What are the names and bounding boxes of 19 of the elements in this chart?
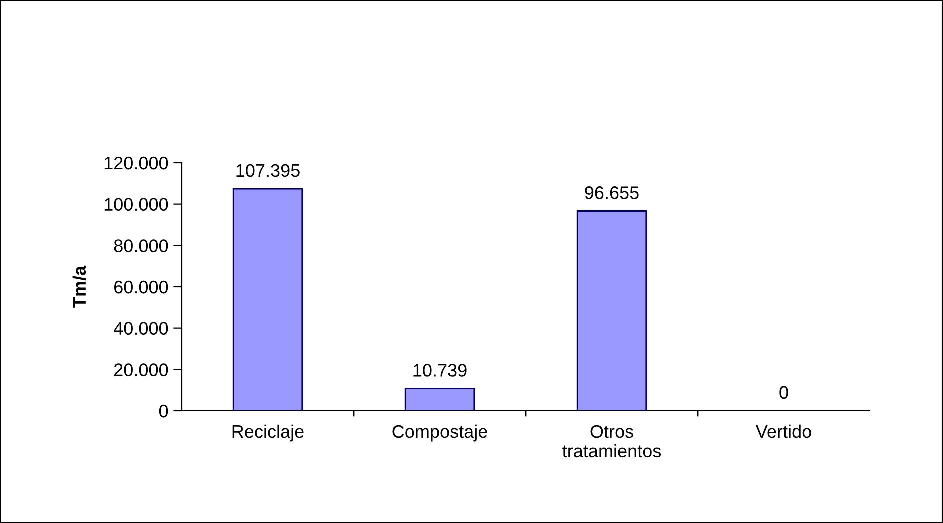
data-label: 107.395 bbox=[236, 164, 300, 178]
data-label: 96.655 bbox=[585, 186, 639, 200]
x-tick-label: Vertido bbox=[756, 424, 812, 438]
x-tick-label: Otros tratamientos bbox=[562, 425, 662, 458]
y-tick-label: 120.000 bbox=[104, 156, 168, 170]
y-tick-label: 20.000 bbox=[114, 364, 168, 376]
bar bbox=[404, 388, 476, 411]
x-tick-label: Compostaje bbox=[392, 424, 488, 442]
y-tick-label: 80.000 bbox=[114, 240, 168, 252]
y-tick-label: 0 bbox=[159, 404, 168, 418]
y-tick-label: 40.000 bbox=[114, 322, 168, 336]
y-tick-label: 60.000 bbox=[114, 280, 168, 294]
x-tick-label: Reciclaje bbox=[232, 424, 304, 442]
data-label: 0 bbox=[780, 386, 788, 400]
bar bbox=[576, 210, 648, 411]
y-axis-title: Tm/a bbox=[72, 266, 86, 308]
data-label: 10.739 bbox=[414, 364, 467, 377]
bar bbox=[232, 188, 304, 411]
y-tick-label: 100.000 bbox=[104, 198, 168, 212]
